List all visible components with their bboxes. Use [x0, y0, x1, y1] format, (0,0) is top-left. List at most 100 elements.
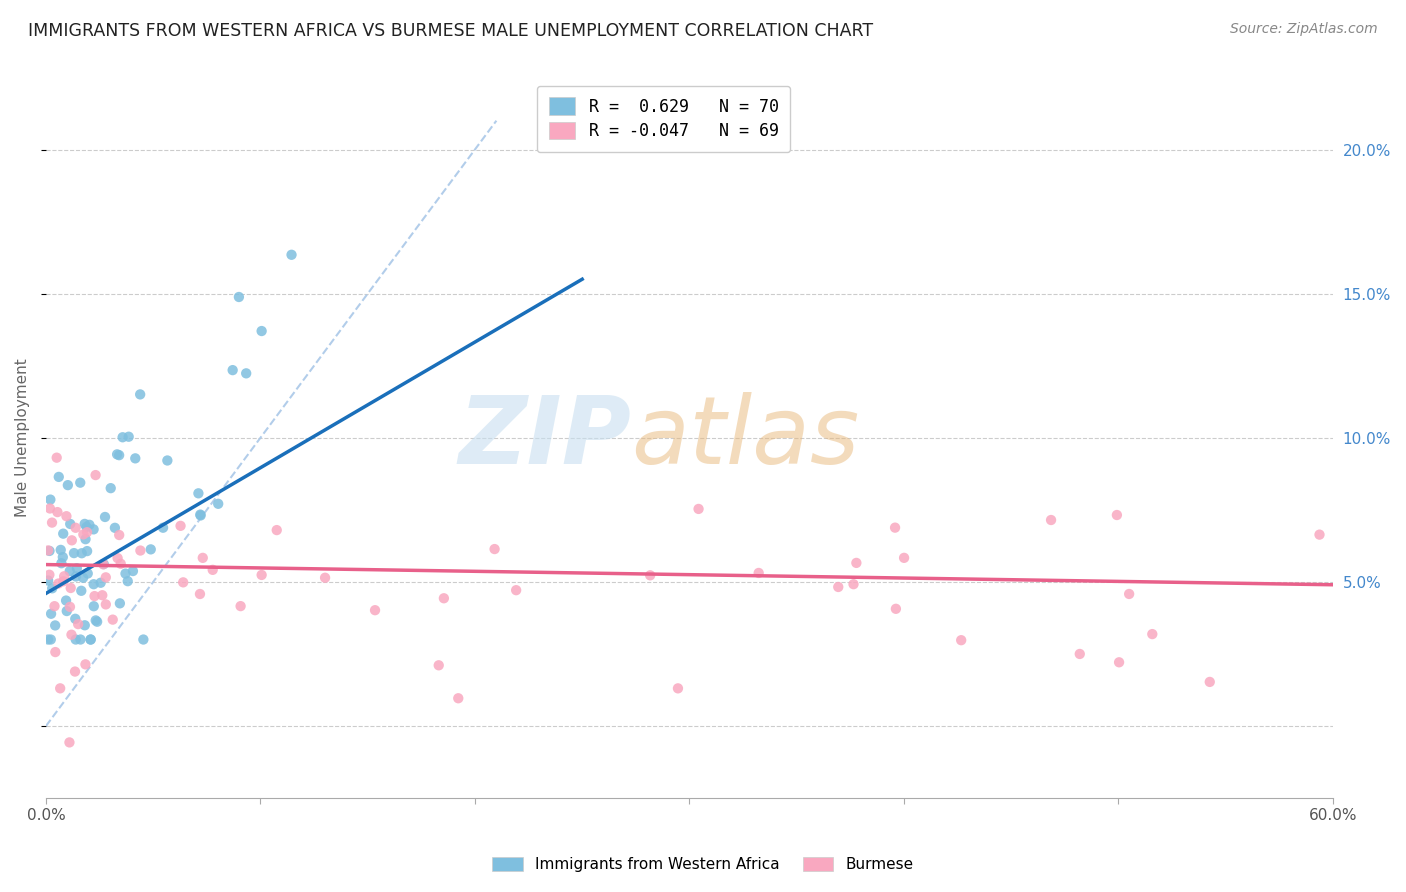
Point — [76, 520, 98, 534]
Point — [83, 589, 105, 603]
Point — [884, 602, 907, 616]
Point — [201, 563, 224, 577]
Point — [1040, 513, 1063, 527]
Point — [191, 550, 214, 565]
Point — [59, 581, 82, 595]
Point — [75, 532, 97, 546]
Point — [250, 324, 273, 338]
Point — [69, 632, 91, 647]
Point — [38, 544, 60, 558]
Point — [58, 735, 80, 749]
Point — [893, 550, 915, 565]
Point — [93, 557, 115, 571]
Point — [52, 574, 75, 589]
Point — [172, 575, 194, 590]
Point — [190, 508, 212, 523]
Point — [187, 486, 209, 500]
Y-axis label: Male Unemployment: Male Unemployment — [15, 359, 30, 517]
Point — [37, 574, 59, 588]
Point — [280, 248, 302, 262]
Point — [41, 582, 63, 596]
Point — [94, 570, 117, 584]
Point — [505, 583, 527, 598]
Point — [950, 633, 973, 648]
Point — [364, 603, 387, 617]
Point — [65, 632, 87, 647]
Point — [228, 290, 250, 304]
Point — [118, 430, 141, 444]
Point — [1108, 655, 1130, 669]
Point — [139, 542, 162, 557]
Point — [110, 557, 132, 571]
Point — [108, 448, 131, 462]
Point — [884, 521, 907, 535]
Point — [104, 521, 127, 535]
Point — [842, 577, 865, 591]
Point — [101, 613, 124, 627]
Text: ZIP: ZIP — [458, 392, 631, 483]
Point — [37, 632, 59, 647]
Text: Source: ZipAtlas.com: Source: ZipAtlas.com — [1230, 22, 1378, 37]
Point — [129, 387, 152, 401]
Point — [132, 632, 155, 647]
Point — [45, 450, 67, 465]
Point — [221, 363, 243, 377]
Point — [44, 599, 66, 614]
Point — [84, 468, 107, 483]
Point — [314, 571, 336, 585]
Point — [117, 574, 139, 589]
Point — [129, 543, 152, 558]
Point — [108, 596, 131, 610]
Point — [90, 575, 112, 590]
Point — [84, 614, 107, 628]
Point — [73, 618, 96, 632]
Point — [100, 481, 122, 495]
Point — [105, 447, 128, 461]
Point — [1069, 647, 1091, 661]
Point — [53, 569, 76, 583]
Point — [44, 618, 66, 632]
Point — [484, 542, 506, 557]
Point — [60, 628, 83, 642]
Point — [827, 580, 849, 594]
Point — [46, 505, 69, 519]
Point — [39, 501, 62, 516]
Point — [76, 544, 98, 558]
Point — [55, 593, 77, 607]
Text: IMMIGRANTS FROM WESTERN AFRICA VS BURMESE MALE UNEMPLOYMENT CORRELATION CHART: IMMIGRANTS FROM WESTERN AFRICA VS BURMES… — [28, 22, 873, 40]
Point — [94, 598, 117, 612]
Point — [56, 478, 79, 492]
Point — [94, 510, 117, 524]
Point — [188, 587, 211, 601]
Point — [65, 612, 87, 626]
Point — [67, 617, 90, 632]
Point — [73, 516, 96, 531]
Point — [52, 550, 75, 565]
Point — [427, 658, 450, 673]
Legend: R =  0.629   N = 70, R = -0.047   N = 69: R = 0.629 N = 70, R = -0.047 N = 69 — [537, 86, 790, 153]
Point — [66, 561, 89, 575]
Point — [638, 568, 661, 582]
Point — [83, 577, 105, 591]
Legend: Immigrants from Western Africa, Burmese: Immigrants from Western Africa, Burmese — [485, 849, 921, 880]
Point — [39, 607, 62, 621]
Point — [86, 615, 108, 629]
Point — [235, 367, 257, 381]
Point — [59, 599, 82, 614]
Point — [79, 632, 101, 647]
Point — [91, 558, 114, 572]
Point — [83, 599, 105, 614]
Point — [72, 571, 94, 585]
Point — [91, 588, 114, 602]
Point — [111, 430, 134, 444]
Point — [76, 525, 98, 540]
Point — [70, 583, 93, 598]
Point — [63, 665, 86, 679]
Point — [156, 453, 179, 467]
Point — [55, 604, 77, 618]
Text: atlas: atlas — [631, 392, 860, 483]
Point — [122, 564, 145, 578]
Point — [59, 564, 82, 578]
Point — [39, 632, 62, 647]
Point — [39, 492, 62, 507]
